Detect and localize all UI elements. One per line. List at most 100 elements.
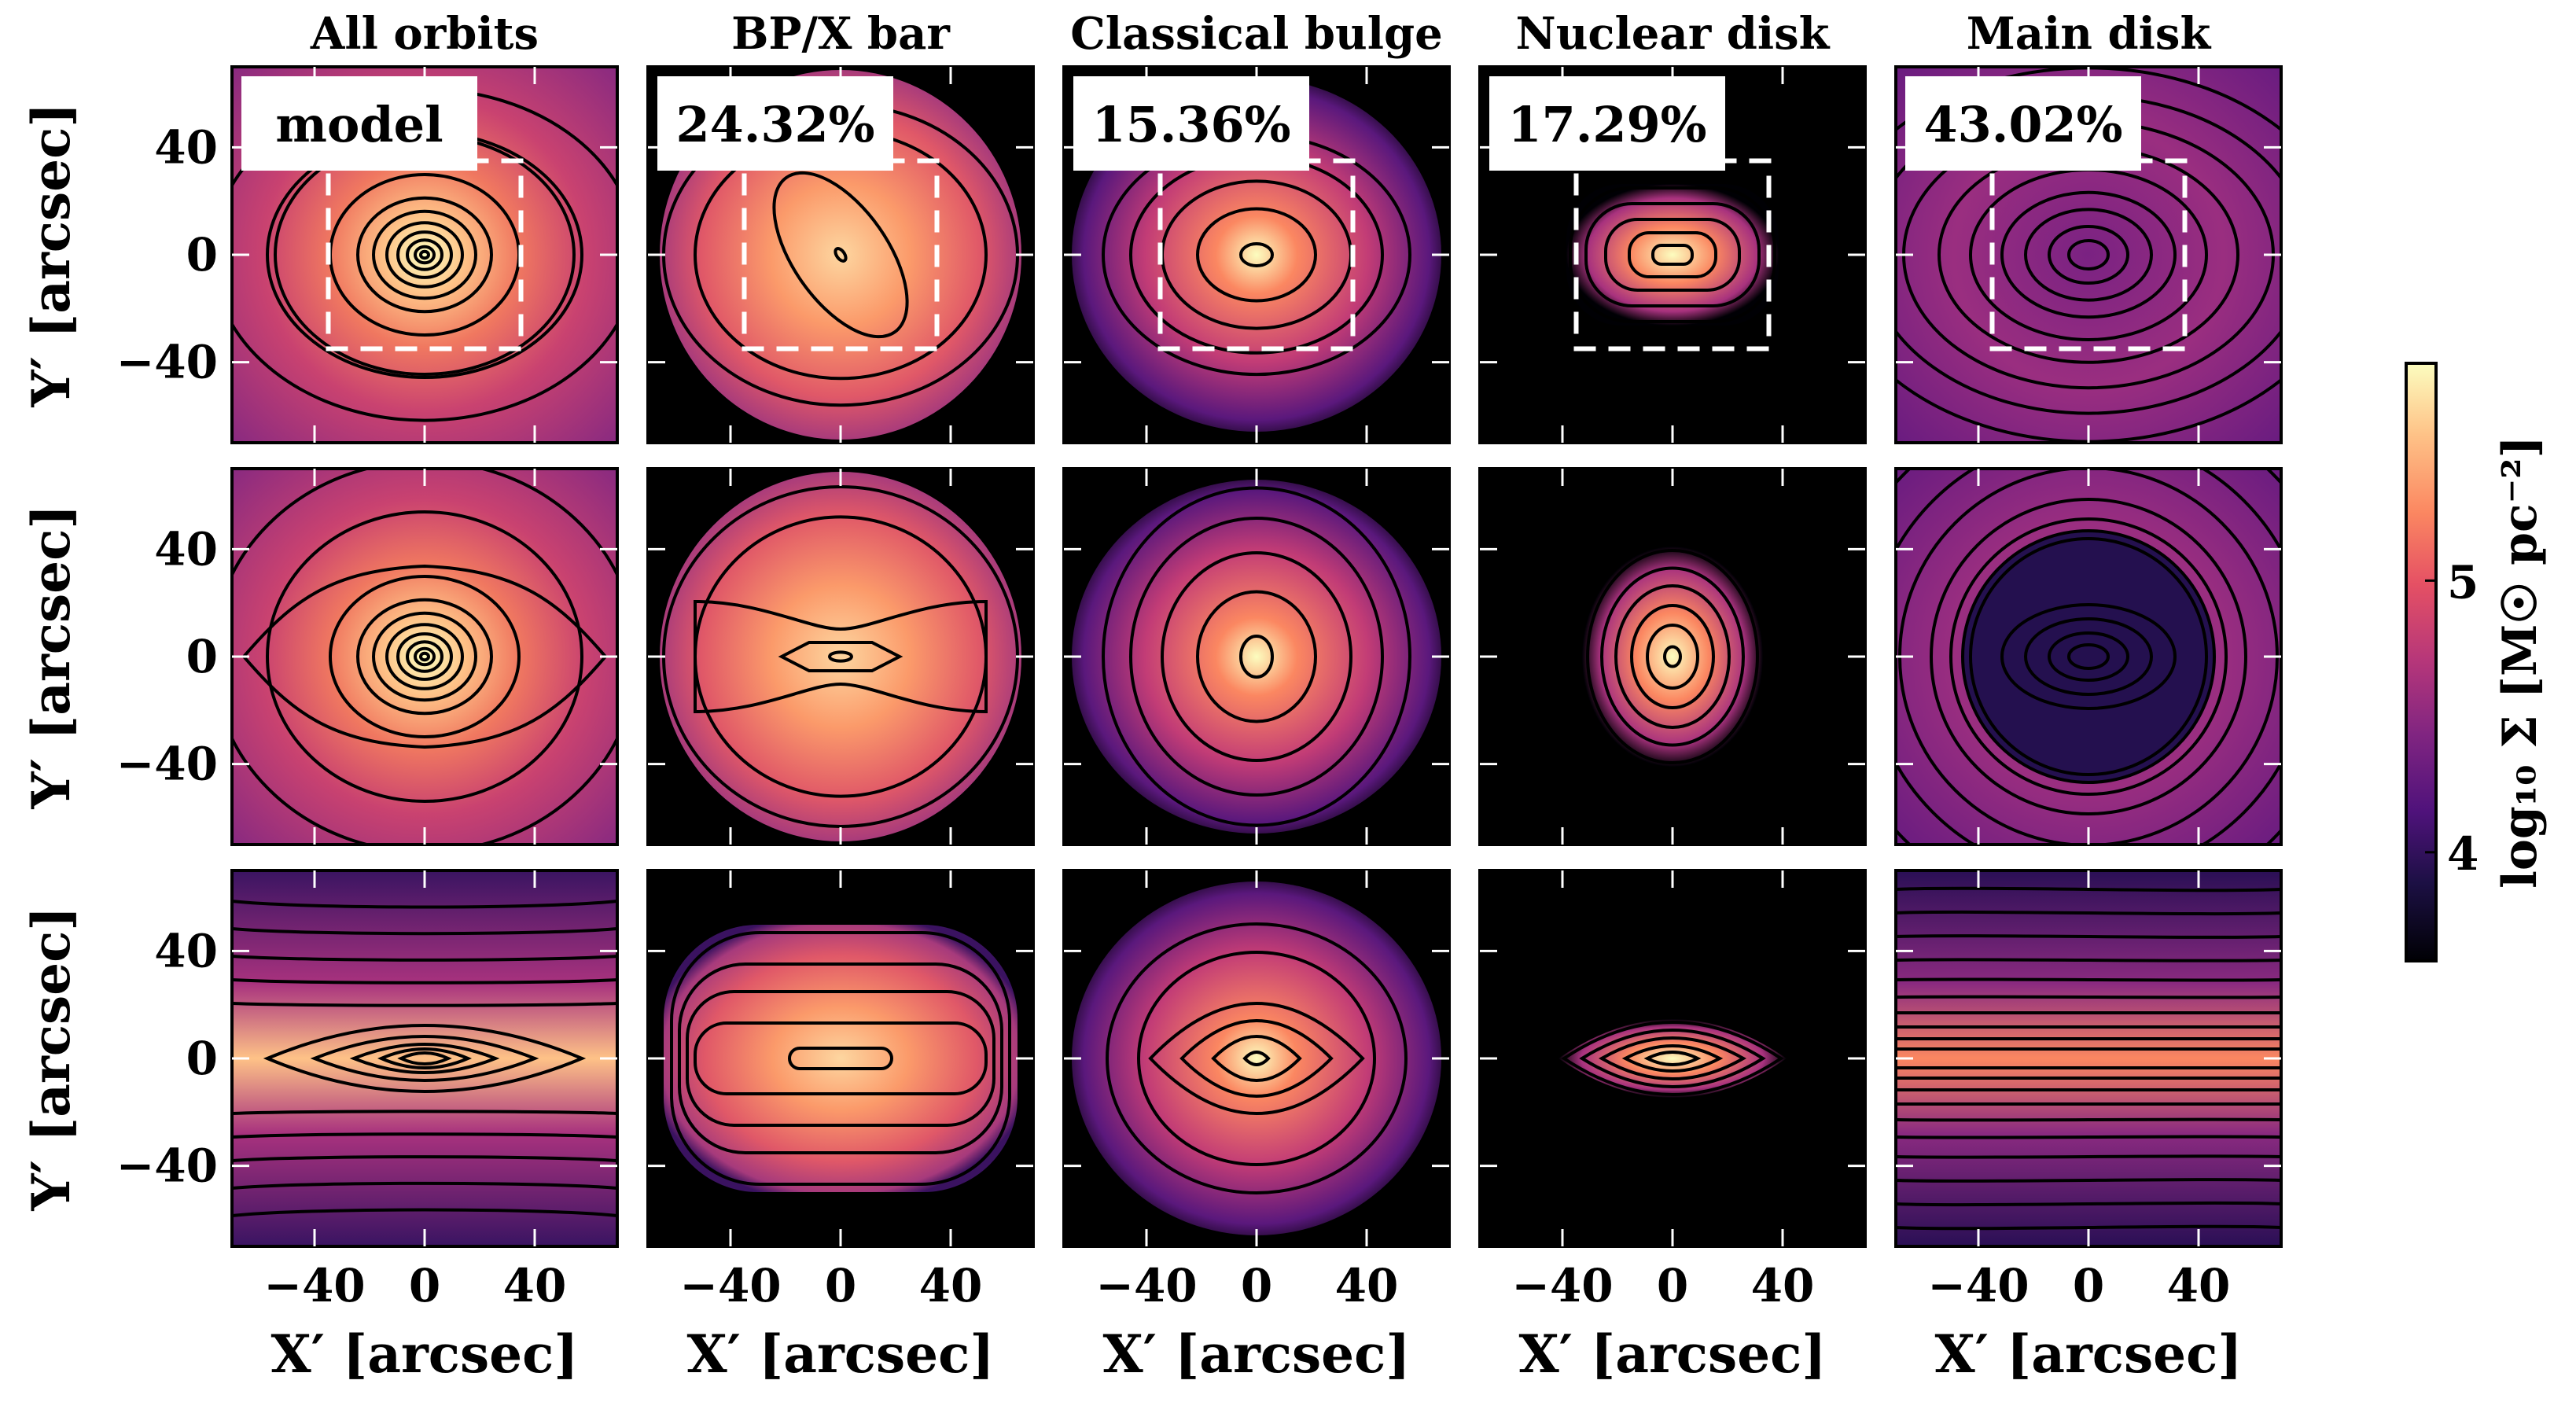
fraction-label-bg — [1905, 76, 2141, 171]
contour-line — [1896, 995, 2281, 999]
y-tick-label: 40 — [154, 522, 218, 576]
column-title: All orbits — [310, 8, 539, 60]
contour-line — [1896, 886, 2281, 893]
contour-line — [356, 598, 493, 716]
contour-line — [1242, 1051, 1271, 1066]
contour-line — [232, 978, 617, 985]
panel-r3-c1: 40 0 −40 Y′ [arcsec] −40 0 40 X′ [arcsec] — [20, 869, 619, 1385]
density-map — [1896, 870, 2281, 1246]
x-axis-label: X′ [arcsec] — [686, 1323, 994, 1385]
y-tick-label: −40 — [116, 1139, 218, 1193]
contour-line — [2048, 225, 2129, 285]
contour-line — [397, 1051, 452, 1066]
x-tick-label: 40 — [1751, 1259, 1815, 1312]
contour-line — [349, 1043, 500, 1074]
contour-line — [1161, 551, 1352, 762]
contour-line — [232, 955, 617, 962]
contour-line — [329, 575, 521, 738]
contour-line — [670, 931, 1011, 1186]
contour-line — [1604, 218, 1741, 292]
contour-line — [1896, 977, 2281, 982]
contour-line — [1961, 529, 2216, 784]
contour-line — [1137, 951, 1376, 1166]
colorbar-tick-label: 5 — [2447, 555, 2478, 609]
fraction-label: 43.02% — [1923, 96, 2122, 153]
contour-line — [2000, 190, 2177, 319]
contour-line — [406, 238, 443, 271]
y-axis-label: Y′ [arcsec] — [20, 504, 82, 809]
panel-r3-c4: −40 0 40 X′ [arcsec] — [1478, 869, 1867, 1385]
contour-line — [232, 1110, 617, 1115]
fraction-label: 15.36% — [1091, 96, 1290, 153]
contour-line — [232, 1208, 617, 1217]
panel-r1-c3: 15.36% — [1062, 65, 1451, 444]
dashed-selection-box — [326, 158, 524, 351]
panel-r2-c3 — [1062, 467, 1451, 846]
contour-line — [372, 611, 477, 702]
contour-line — [788, 1047, 893, 1070]
panel-r3-c5: −40 0 40 X′ [arcsec] — [1894, 869, 2283, 1385]
x-tick-label: 0 — [1241, 1259, 1272, 1312]
y-tick-label: 40 — [154, 924, 218, 977]
contour-line — [1643, 1051, 1702, 1066]
panel-r1-c1: model 40 0 −40 Y′ [arcsec] — [20, 65, 619, 444]
x-tick-label: 0 — [409, 1259, 440, 1312]
contour-line — [2000, 603, 2177, 710]
colorbar-gradient — [2405, 362, 2438, 962]
contour-line — [385, 221, 464, 289]
contour-line — [694, 1021, 988, 1095]
contour-line — [1969, 537, 2208, 776]
contour-line — [772, 171, 909, 339]
density-map — [1566, 184, 1779, 326]
x-tick-label: 40 — [2167, 1259, 2231, 1312]
contour-line — [1896, 1178, 2281, 1183]
y-tick-label: 0 — [186, 630, 218, 683]
contour-line — [1196, 590, 1317, 723]
panel-r2-c4 — [1478, 467, 1867, 846]
density-map — [1072, 881, 1441, 1235]
x-tick-label: −40 — [679, 1259, 781, 1312]
contour-line — [1179, 1019, 1334, 1098]
contour-line — [1196, 207, 1317, 303]
contour-line — [1896, 1201, 2281, 1207]
contour-line — [377, 1047, 473, 1069]
fraction-label: model — [275, 96, 443, 153]
contour-line — [372, 209, 477, 300]
contour-line — [1896, 910, 2281, 916]
density-map — [1072, 480, 1441, 834]
contour-line — [396, 230, 453, 279]
fraction-label-bg — [1489, 76, 1725, 171]
contour-line — [686, 990, 995, 1127]
contour-line — [232, 1132, 617, 1139]
contour-line — [1584, 202, 1761, 307]
panel-r2-c5 — [1894, 467, 2283, 846]
panel-r1-c4: 17.29% — [1478, 65, 1867, 444]
contour-line — [1598, 1036, 1747, 1080]
column-title: BP/X bar — [731, 8, 951, 60]
contour-line — [834, 247, 848, 263]
panel-r3-c2: −40 0 40 X′ [arcsec] — [646, 869, 1035, 1385]
x-tick-label: 40 — [919, 1259, 983, 1312]
y-axis-label: Y′ [arcsec] — [20, 102, 82, 407]
contour-line — [414, 646, 436, 667]
contour-line — [1949, 517, 2228, 796]
colorbar-title: log₁₀ Σ [M☉ pc⁻²] — [2493, 436, 2548, 889]
y-tick-label: −40 — [116, 738, 218, 791]
contour-line — [232, 1002, 617, 1007]
contour-line — [2067, 239, 2110, 271]
dashed-selection-box — [1157, 158, 1356, 351]
contour-line — [1896, 1135, 2281, 1139]
contour-line — [232, 1155, 617, 1162]
panel-r3-c3: −40 0 40 X′ [arcsec] — [1062, 869, 1451, 1385]
x-axis-label: X′ [arcsec] — [1934, 1323, 2242, 1385]
contour-line — [1561, 1021, 1784, 1096]
y-tick-label: −40 — [116, 336, 218, 389]
contour-line — [1896, 958, 2281, 962]
x-tick-label: −40 — [1927, 1259, 2029, 1312]
x-tick-label: 0 — [825, 1259, 856, 1312]
dashed-selection-box — [1989, 158, 2188, 351]
contour-line — [396, 632, 453, 681]
x-axis-label: X′ [arcsec] — [1518, 1323, 1826, 1385]
fraction-label: 24.32% — [675, 96, 874, 153]
